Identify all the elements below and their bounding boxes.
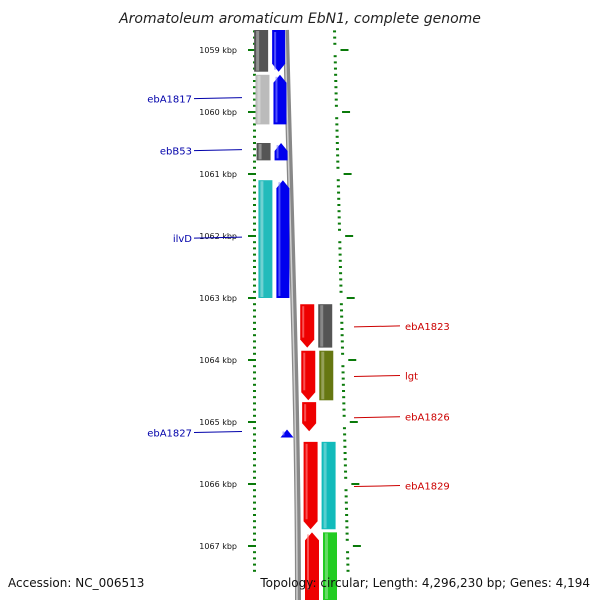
- backbone-highlight: [284, 29, 298, 600]
- cog-shading: [258, 144, 262, 160]
- label-leader-line: [353, 375, 401, 377]
- tick-label-1061: 1061 kbp: [199, 170, 237, 179]
- gene-label-lgt: lgt: [405, 372, 418, 383]
- cog-category-box: [254, 30, 269, 72]
- cog-category-box: [318, 304, 333, 348]
- gene-shading: [276, 145, 279, 159]
- gene-labels: ebA1817 ebB53 ilvD ebA1827 ebA1823 lgt ebA1826…: [147, 95, 450, 493]
- gene-shading: [306, 534, 309, 590]
- cog-category-box: [321, 441, 336, 530]
- gene-shading: [275, 76, 278, 123]
- tick-label-1065: 1065 kbp: [199, 418, 237, 427]
- cog-category-box: [255, 74, 270, 125]
- label-leader-line: [193, 97, 243, 100]
- cog-shading: [257, 75, 261, 124]
- tick-label-1064: 1064 kbp: [199, 356, 237, 365]
- label-leader-line: [193, 236, 243, 239]
- label-leader-line: [353, 416, 401, 419]
- gene-features: [254, 30, 337, 600]
- tick-label-1067: 1067 kbp: [199, 542, 237, 551]
- gene-shading: [303, 352, 306, 391]
- topology-text: Topology: circular; Length: 4,296,230 bp…: [259, 576, 590, 590]
- tick-label-1063: 1063 kbp: [199, 294, 237, 303]
- kbp-ruler: 1059 kbp 1060 kbp 1061 kbp 1062 kbp 1063 kbp…: [199, 46, 237, 551]
- gene-label-ebA1827: ebA1827: [147, 428, 192, 439]
- gene-shading: [274, 32, 277, 70]
- tick-label-1062: 1062 kbp: [199, 232, 237, 241]
- label-leader-line: [193, 149, 243, 152]
- gene-label-ebA1817: ebA1817: [147, 95, 192, 106]
- gene-label-ebA1823: ebA1823: [405, 322, 450, 333]
- tick-label-1066: 1066 kbp: [199, 480, 237, 489]
- gene-label-ebA1826: ebA1826: [405, 413, 450, 424]
- cog-category-box: [319, 350, 334, 401]
- gene-shading: [278, 182, 281, 296]
- tick-label-1060: 1060 kbp: [199, 108, 237, 117]
- label-leader-line: [193, 430, 243, 433]
- cog-shading: [260, 181, 264, 297]
- gene-label-ebA1829: ebA1829: [405, 482, 450, 493]
- gene-shading: [304, 404, 307, 422]
- cog-shading: [320, 305, 324, 347]
- gene-label-ebB53: ebB53: [160, 147, 192, 158]
- forward-gene-arrow: [276, 180, 290, 298]
- gene-shading: [302, 306, 305, 338]
- cog-shading: [256, 31, 260, 71]
- backbone-track: [283, 29, 301, 600]
- accession-text: Accession: NC_006513: [8, 576, 144, 590]
- forward-gene-arrow: [273, 74, 287, 125]
- label-leader-line: [353, 485, 401, 488]
- label-leader-line: [353, 325, 401, 328]
- gene-shading: [305, 443, 308, 520]
- tick-columns: [248, 30, 361, 572]
- cog-category-box: [258, 180, 273, 298]
- cog-shading: [323, 442, 327, 529]
- tick-label-1059: 1059 kbp: [199, 46, 237, 55]
- cog-shading: [321, 351, 325, 400]
- map-title: Aromatoleum aromaticum EbN1, complete ge…: [118, 11, 481, 27]
- forward-gene-arrow: [272, 30, 286, 72]
- cog-shading: [324, 533, 328, 599]
- cog-category-box: [256, 143, 271, 161]
- gene-label-ilvD: ilvD: [173, 234, 192, 245]
- gene-shading: [282, 431, 285, 436]
- cog-category-box: [322, 532, 337, 600]
